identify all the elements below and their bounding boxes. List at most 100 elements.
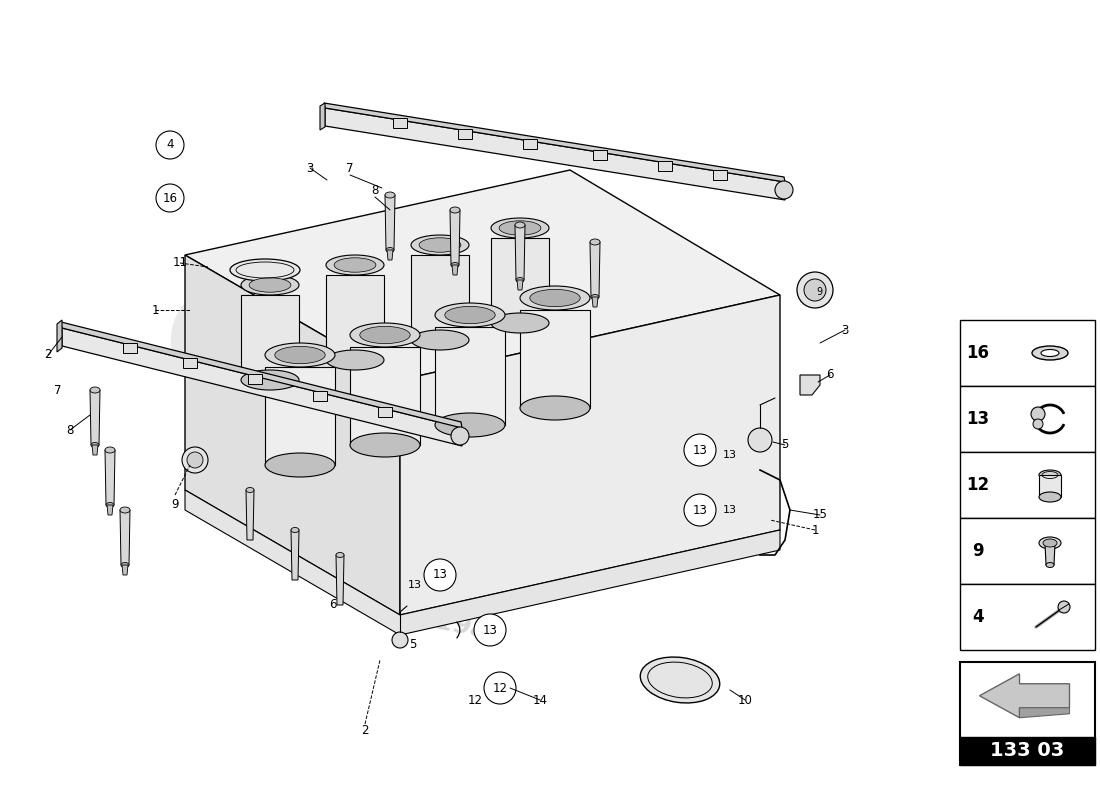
Text: since 1985: since 1985	[353, 593, 506, 647]
Ellipse shape	[91, 442, 99, 447]
Ellipse shape	[350, 433, 420, 457]
Polygon shape	[314, 390, 327, 401]
Ellipse shape	[434, 413, 505, 437]
Polygon shape	[491, 238, 549, 323]
Polygon shape	[593, 150, 607, 160]
Ellipse shape	[411, 330, 469, 350]
Text: 13: 13	[693, 443, 707, 457]
Text: 13: 13	[723, 450, 737, 460]
Bar	[960, 518, 1094, 584]
Text: 4: 4	[166, 138, 174, 151]
Ellipse shape	[1040, 492, 1062, 502]
Polygon shape	[450, 210, 460, 265]
Ellipse shape	[515, 222, 525, 228]
Text: 13: 13	[432, 569, 448, 582]
Ellipse shape	[334, 258, 376, 272]
Polygon shape	[458, 129, 472, 138]
Polygon shape	[1040, 475, 1062, 497]
Text: 7: 7	[54, 383, 62, 397]
Ellipse shape	[241, 275, 299, 295]
Text: 13: 13	[408, 580, 422, 590]
Ellipse shape	[120, 507, 130, 513]
Bar	[960, 386, 1094, 452]
Text: 9: 9	[172, 498, 178, 511]
Ellipse shape	[385, 192, 395, 198]
Ellipse shape	[516, 278, 524, 282]
Ellipse shape	[1046, 562, 1054, 567]
Ellipse shape	[121, 562, 129, 567]
Polygon shape	[104, 450, 116, 505]
Polygon shape	[520, 310, 590, 408]
Text: 13: 13	[967, 410, 990, 428]
Circle shape	[804, 279, 826, 301]
Polygon shape	[387, 250, 393, 260]
Text: 12: 12	[493, 682, 507, 694]
Polygon shape	[183, 358, 197, 368]
Ellipse shape	[275, 346, 326, 364]
Ellipse shape	[326, 350, 384, 370]
Circle shape	[1058, 601, 1070, 613]
Ellipse shape	[106, 502, 114, 507]
Text: 10: 10	[738, 694, 752, 706]
Polygon shape	[713, 170, 727, 179]
Ellipse shape	[386, 247, 394, 253]
Polygon shape	[57, 320, 62, 352]
Polygon shape	[122, 565, 128, 575]
Polygon shape	[248, 374, 262, 384]
Text: 3: 3	[842, 323, 849, 337]
Polygon shape	[434, 327, 505, 425]
Ellipse shape	[491, 313, 549, 333]
Polygon shape	[265, 367, 336, 465]
Ellipse shape	[241, 370, 299, 390]
Ellipse shape	[434, 303, 505, 327]
Polygon shape	[393, 118, 407, 128]
Ellipse shape	[326, 255, 384, 275]
Bar	[960, 737, 1094, 765]
Text: cars: cars	[372, 322, 748, 478]
Polygon shape	[515, 225, 525, 280]
Polygon shape	[385, 195, 395, 250]
Ellipse shape	[530, 290, 580, 306]
Circle shape	[182, 447, 208, 473]
Circle shape	[798, 272, 833, 308]
Polygon shape	[107, 505, 113, 515]
Ellipse shape	[90, 387, 100, 393]
Text: 3: 3	[306, 162, 313, 174]
Ellipse shape	[265, 453, 336, 477]
Ellipse shape	[1040, 470, 1062, 480]
Polygon shape	[92, 445, 98, 455]
Polygon shape	[324, 108, 785, 200]
Bar	[960, 662, 1094, 765]
Ellipse shape	[246, 487, 254, 493]
Text: 2: 2	[44, 349, 52, 362]
Text: 133 03: 133 03	[990, 742, 1065, 761]
Polygon shape	[123, 343, 138, 353]
Text: 16: 16	[163, 191, 177, 205]
Polygon shape	[800, 375, 820, 395]
Ellipse shape	[1041, 350, 1059, 357]
Bar	[960, 320, 1094, 386]
Polygon shape	[350, 347, 420, 445]
Circle shape	[776, 181, 793, 199]
Polygon shape	[320, 103, 324, 130]
Text: 5: 5	[781, 438, 789, 451]
Text: 7: 7	[346, 162, 354, 174]
Polygon shape	[400, 295, 780, 615]
Text: 14: 14	[532, 694, 548, 706]
Polygon shape	[326, 275, 384, 360]
Ellipse shape	[444, 306, 495, 324]
Polygon shape	[590, 242, 600, 297]
Text: 5: 5	[409, 638, 417, 651]
Text: 13: 13	[723, 505, 737, 515]
Circle shape	[684, 434, 716, 466]
Text: 9: 9	[972, 542, 983, 560]
Polygon shape	[241, 295, 299, 380]
Polygon shape	[658, 161, 672, 170]
Text: 9: 9	[816, 287, 822, 297]
Polygon shape	[292, 530, 299, 580]
Polygon shape	[522, 139, 537, 149]
Text: 2: 2	[361, 723, 368, 737]
Ellipse shape	[520, 286, 590, 310]
Polygon shape	[90, 390, 100, 445]
Circle shape	[1033, 419, 1043, 429]
